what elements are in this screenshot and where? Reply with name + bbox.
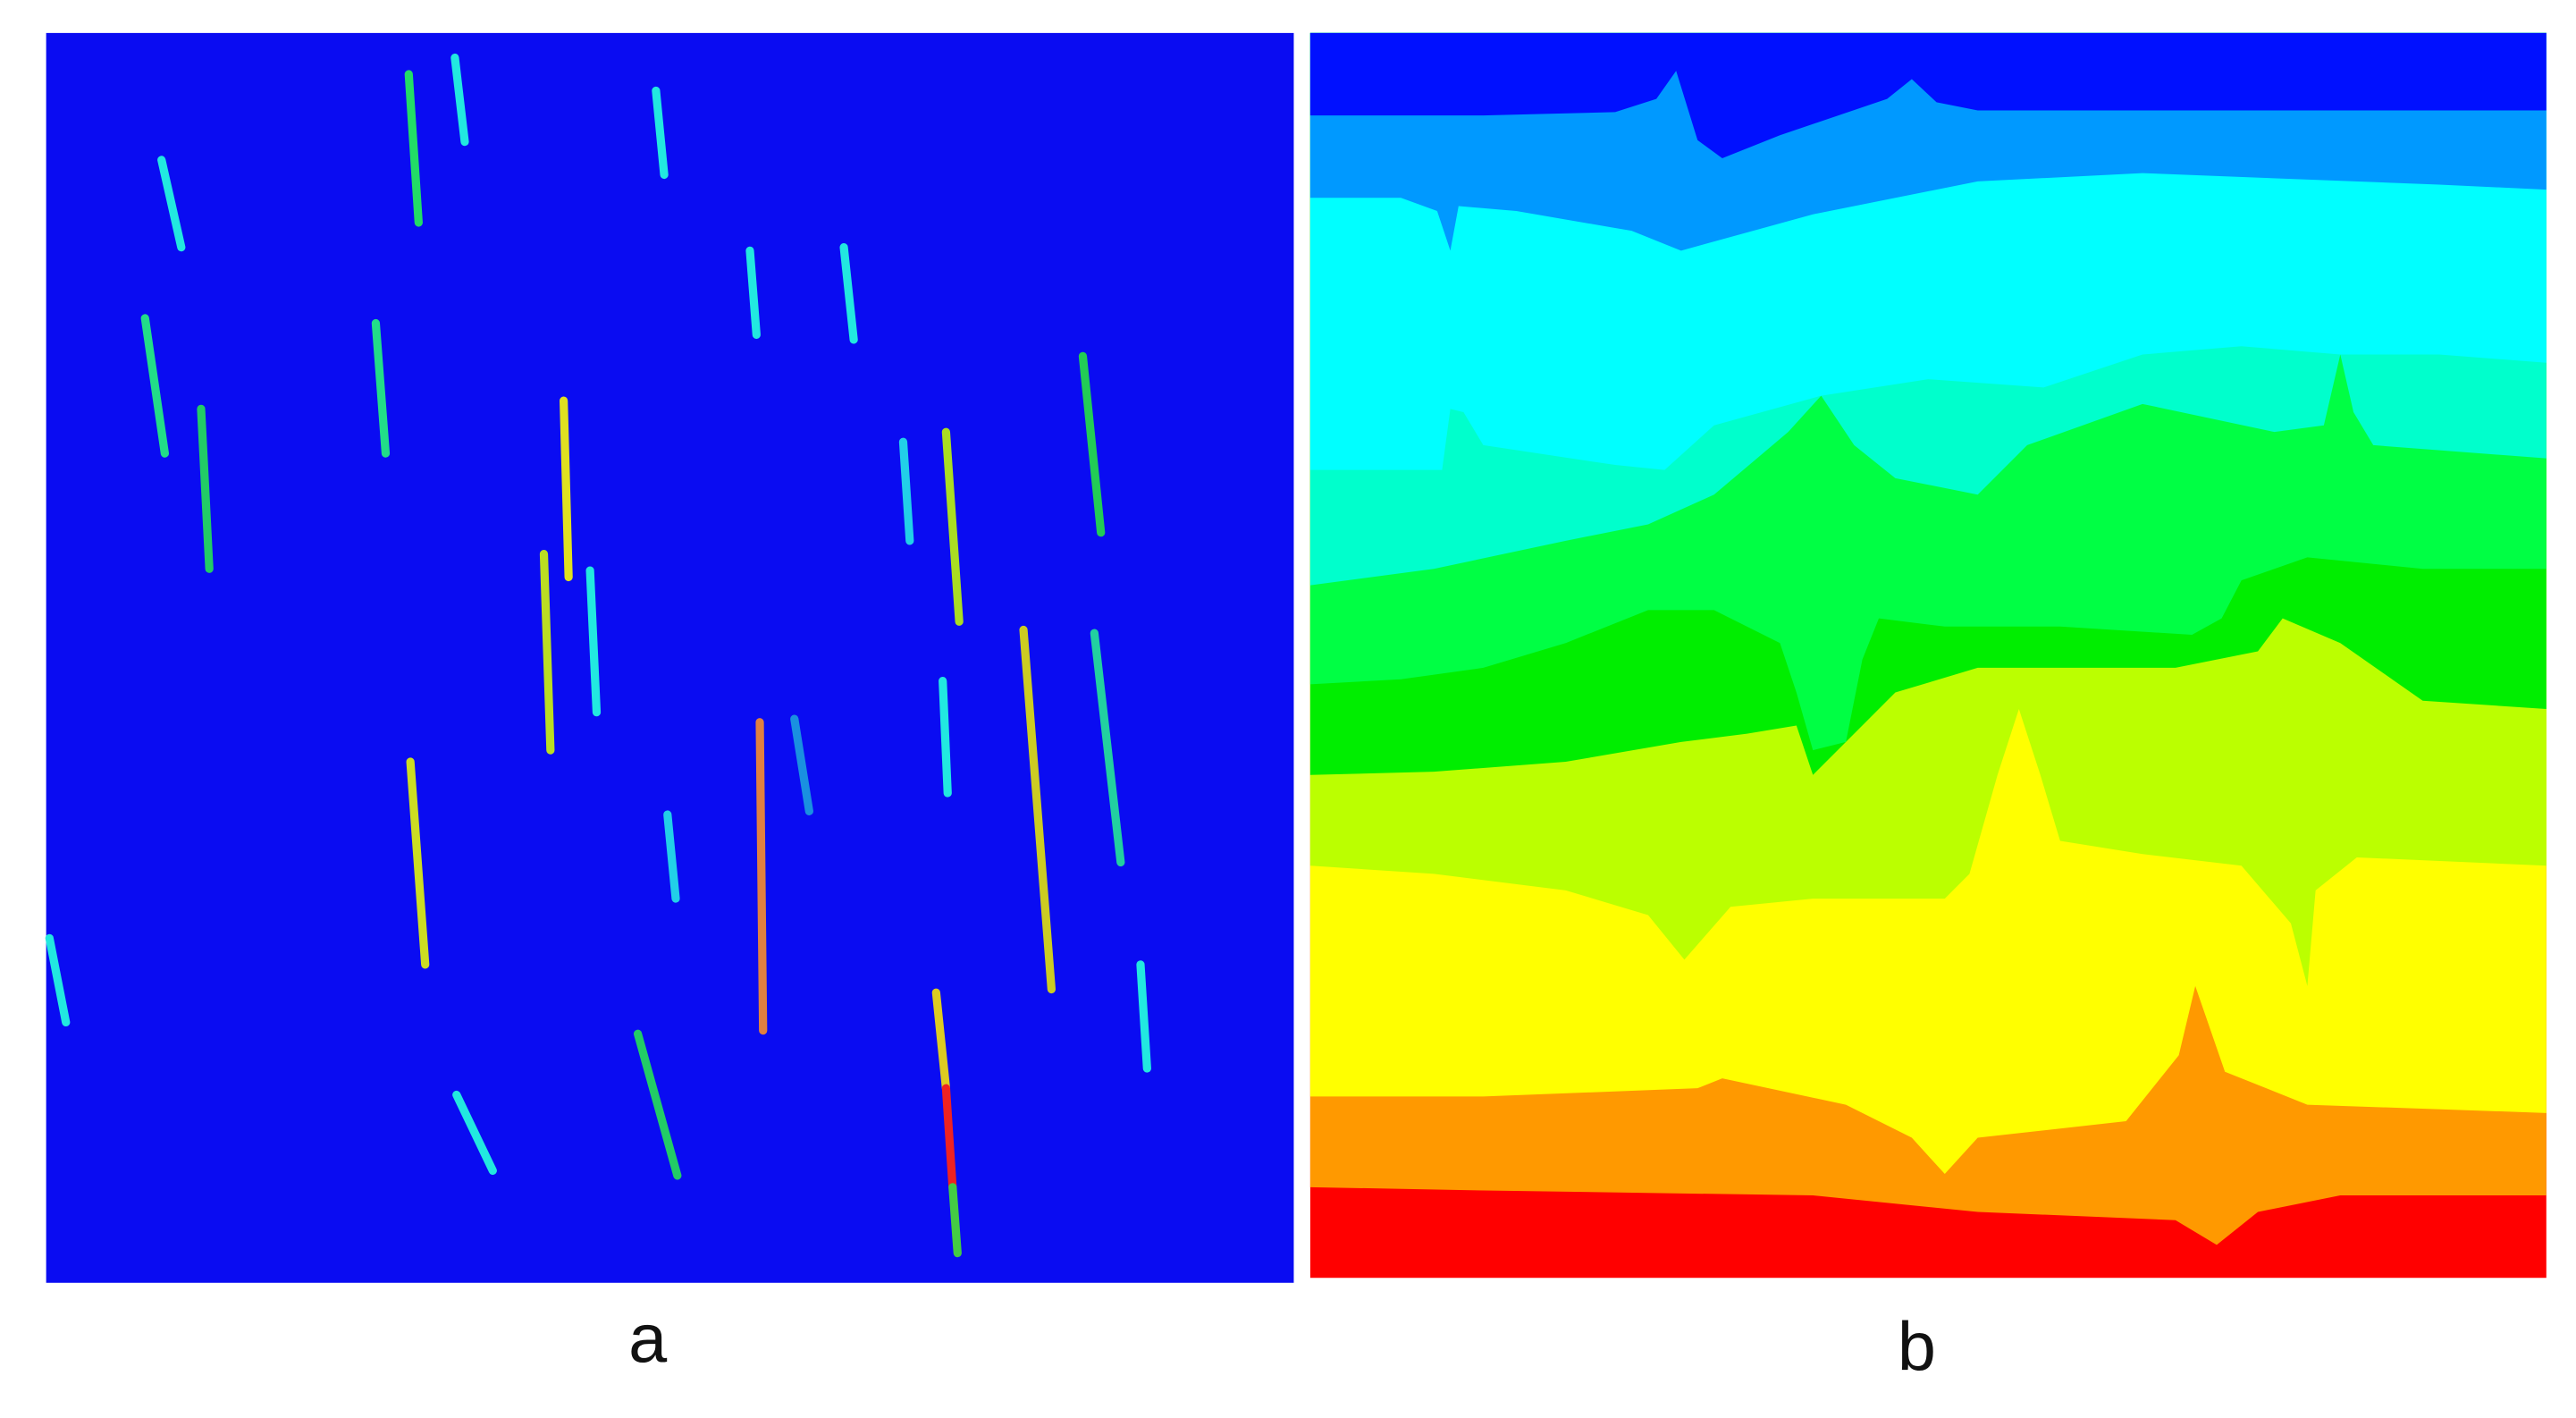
streak	[197, 404, 214, 573]
streak	[585, 566, 602, 717]
streak	[1090, 629, 1125, 867]
streak	[539, 550, 555, 755]
streak	[898, 437, 914, 545]
streak	[663, 810, 680, 903]
fracture-streaks	[45, 53, 1151, 1258]
streak	[755, 718, 768, 1035]
streak	[140, 314, 169, 458]
streak	[941, 1084, 957, 1192]
panel-label: a	[628, 1300, 668, 1377]
panel-a	[45, 32, 1294, 1283]
streak	[1136, 960, 1151, 1073]
streak	[745, 246, 761, 339]
panel-label: b	[1898, 1309, 1936, 1386]
streak	[450, 53, 469, 147]
panel-b	[1309, 32, 2547, 1279]
streak	[652, 86, 669, 180]
streak	[157, 156, 186, 252]
streak	[790, 714, 813, 815]
streak	[939, 677, 952, 798]
band-blue	[1309, 32, 2547, 159]
streak	[931, 988, 951, 1093]
streak	[406, 757, 430, 969]
streak	[45, 933, 71, 1027]
streak	[371, 318, 391, 458]
streak	[941, 427, 964, 626]
streak	[452, 1090, 497, 1175]
streak	[560, 396, 573, 582]
streak	[1078, 351, 1106, 537]
streak	[948, 1183, 962, 1258]
streak	[404, 70, 423, 227]
panel-a-background	[46, 32, 1294, 1283]
streak	[1019, 625, 1056, 994]
streak	[633, 1029, 682, 1180]
streak	[839, 243, 858, 344]
